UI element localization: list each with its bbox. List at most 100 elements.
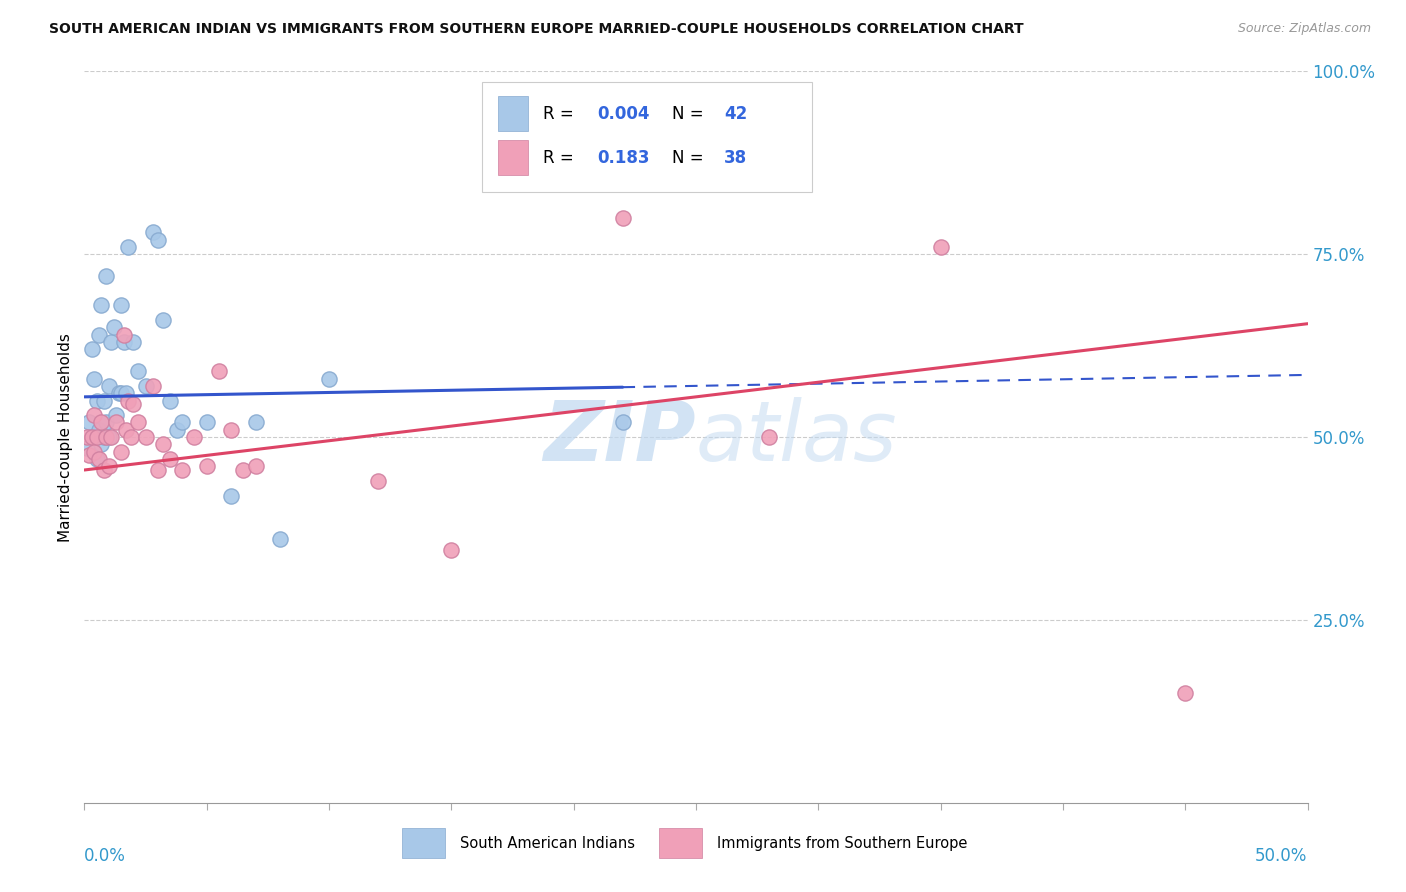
Point (146, 233, 169, 247)
Text: South American Indians: South American Indians (460, 836, 636, 851)
Point (1174, 686, 1197, 700)
Point (440, 543, 463, 558)
Point (97, 379, 120, 393)
Point (90, 298, 112, 312)
Point (115, 386, 138, 401)
FancyBboxPatch shape (659, 829, 702, 858)
FancyBboxPatch shape (482, 82, 813, 192)
Text: ZIP: ZIP (543, 397, 696, 477)
Point (96, 416, 118, 430)
Point (107, 386, 129, 401)
Point (115, 423, 138, 437)
Point (105, 408, 128, 422)
Point (96, 430, 118, 444)
Point (100, 430, 122, 444)
Text: Immigrants from Southern Europe: Immigrants from Southern Europe (717, 836, 967, 851)
Point (80, 343, 103, 357)
Point (93, 393, 115, 408)
Point (758, 430, 780, 444)
Point (612, 416, 634, 430)
Point (127, 364, 149, 378)
Point (87, 452, 110, 467)
Point (90, 416, 112, 430)
Point (122, 397, 145, 411)
Point (77, 448, 100, 462)
Point (318, 371, 340, 385)
Point (208, 364, 231, 378)
Point (159, 393, 181, 408)
Point (112, 327, 135, 342)
Point (105, 416, 128, 430)
Point (146, 463, 169, 477)
Point (93, 430, 115, 444)
Y-axis label: Married-couple Households: Married-couple Households (58, 333, 73, 541)
Point (83, 444, 105, 458)
Point (87, 423, 110, 437)
Point (135, 379, 157, 393)
Point (117, 240, 139, 254)
Point (90, 437, 112, 451)
Point (97, 430, 120, 444)
Text: 50.0%: 50.0% (1256, 847, 1308, 864)
Point (152, 313, 174, 327)
Text: atlas: atlas (696, 397, 897, 477)
Point (245, 416, 267, 430)
Point (87, 327, 110, 342)
Point (367, 474, 389, 488)
Point (166, 423, 188, 437)
Point (612, 211, 634, 225)
Point (219, 423, 242, 437)
Point (195, 459, 218, 474)
FancyBboxPatch shape (498, 140, 529, 175)
Text: Source: ZipAtlas.com: Source: ZipAtlas.com (1237, 22, 1371, 36)
Text: N =: N = (672, 149, 709, 167)
Text: R =: R = (543, 104, 579, 123)
Point (103, 320, 125, 334)
Point (159, 452, 181, 467)
Point (152, 437, 174, 451)
Point (100, 334, 122, 349)
Point (110, 386, 132, 401)
Text: R =: R = (543, 149, 579, 167)
Point (96, 269, 118, 284)
Point (245, 459, 267, 474)
Point (269, 533, 291, 547)
Point (112, 334, 135, 349)
FancyBboxPatch shape (498, 96, 529, 131)
Point (86, 393, 108, 408)
Point (83, 430, 105, 444)
Point (77, 416, 100, 430)
Text: 42: 42 (724, 104, 748, 123)
Point (135, 430, 157, 444)
Text: 38: 38 (724, 149, 747, 167)
Point (929, 240, 952, 254)
Point (83, 371, 105, 385)
Point (76, 441, 98, 455)
Point (172, 463, 194, 477)
Point (142, 379, 165, 393)
Point (80, 430, 103, 444)
Point (142, 225, 165, 239)
Text: 0.183: 0.183 (598, 149, 650, 167)
Point (86, 452, 108, 467)
Point (83, 408, 105, 422)
Point (232, 463, 254, 477)
Point (110, 298, 132, 312)
Point (110, 444, 132, 458)
Point (93, 463, 115, 477)
Point (122, 334, 145, 349)
FancyBboxPatch shape (402, 829, 446, 858)
Point (120, 430, 142, 444)
Point (195, 416, 218, 430)
Point (76, 430, 98, 444)
Text: 0.0%: 0.0% (84, 847, 127, 864)
Point (117, 393, 139, 408)
Point (172, 416, 194, 430)
Point (183, 430, 205, 444)
Point (97, 459, 120, 474)
Point (86, 430, 108, 444)
Text: N =: N = (672, 104, 709, 123)
Point (219, 489, 242, 503)
Point (80, 430, 103, 444)
Text: 0.004: 0.004 (598, 104, 650, 123)
